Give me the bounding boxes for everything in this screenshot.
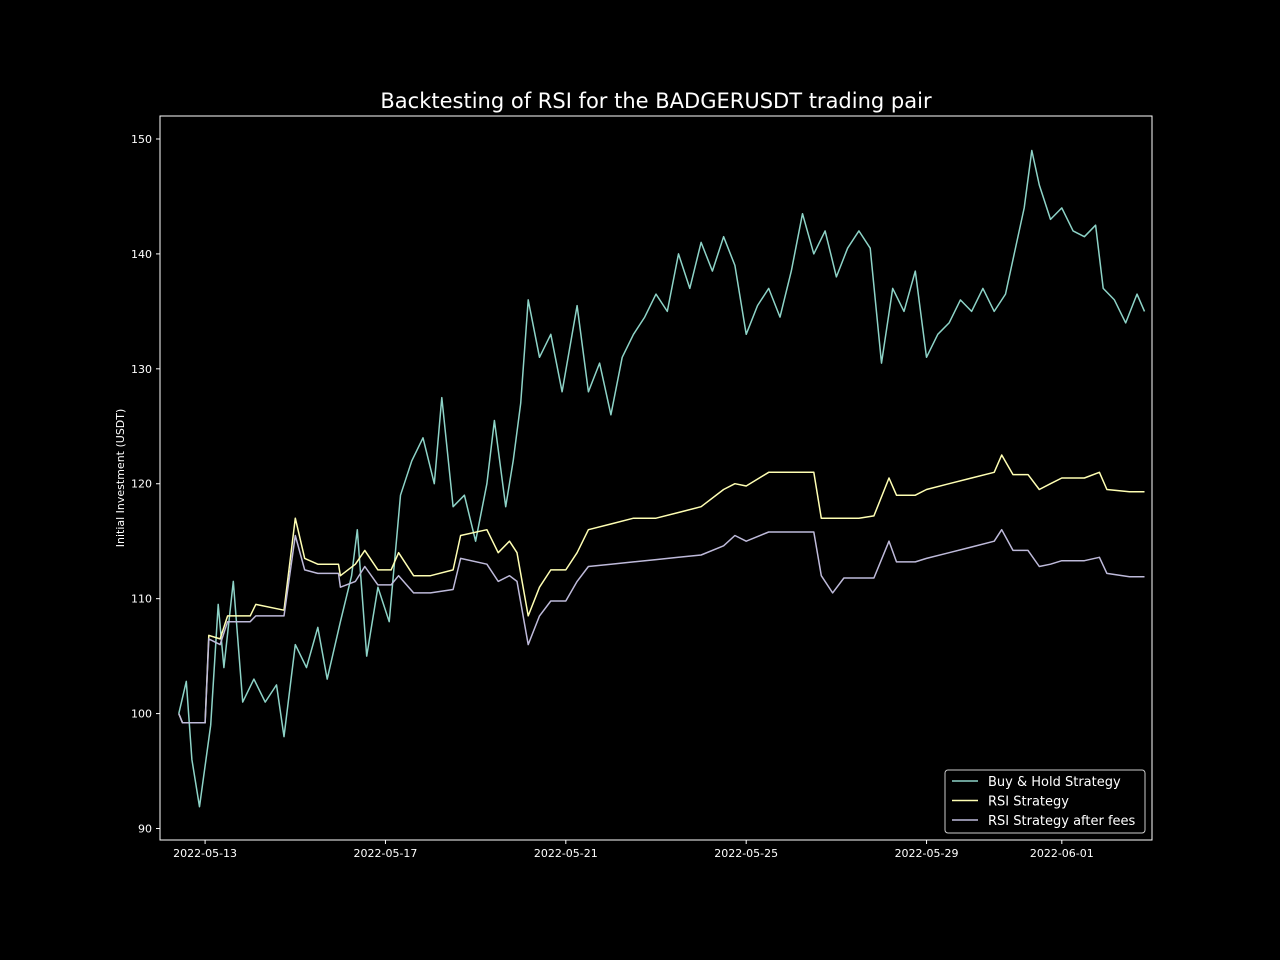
series-line-2 bbox=[178, 454, 1145, 724]
x-axis: 2022-05-13 2022-05-17 2022-05-21 2022-05-25… bbox=[173, 840, 1094, 860]
series-layer bbox=[178, 149, 1146, 808]
x-tick-label: 2022-05-21 bbox=[534, 847, 598, 860]
y-tick-label: 120 bbox=[131, 478, 152, 491]
y-tick-label: 110 bbox=[131, 593, 152, 606]
legend: Buy & Hold Strategy RSI Strategy RSI Strat… bbox=[944, 769, 1146, 834]
series-line-3 bbox=[178, 528, 1145, 724]
x-tick-label: 2022-05-13 bbox=[173, 847, 237, 860]
legend-label: RSI Strategy after fees bbox=[988, 814, 1136, 829]
y-tick-label: 140 bbox=[131, 248, 152, 261]
y-tick-label: 150 bbox=[131, 133, 152, 146]
y-tick-label: 130 bbox=[131, 363, 152, 376]
x-tick-label: 2022-05-29 bbox=[895, 847, 959, 860]
legend-box bbox=[944, 769, 1146, 834]
plot-frame bbox=[159, 115, 1153, 841]
y-tick-label: 100 bbox=[131, 708, 152, 721]
x-tick-label: 2022-05-25 bbox=[714, 847, 778, 860]
chart-title: Backtesting of RSI for the BADGERUSDT tr… bbox=[380, 89, 932, 113]
y-tick-label: 90 bbox=[138, 823, 152, 836]
legend-label: RSI Strategy bbox=[988, 795, 1069, 810]
x-tick-label: 2022-05-17 bbox=[353, 847, 417, 860]
y-axis: 90 100 110 120 130 140 150 bbox=[131, 133, 160, 836]
x-tick-label: 2022-06-01 bbox=[1030, 847, 1094, 860]
series-line-1 bbox=[178, 149, 1146, 808]
legend-label: Buy & Hold Strategy bbox=[988, 775, 1121, 790]
y-axis-label: Initial Investment (USDT) bbox=[114, 409, 127, 548]
